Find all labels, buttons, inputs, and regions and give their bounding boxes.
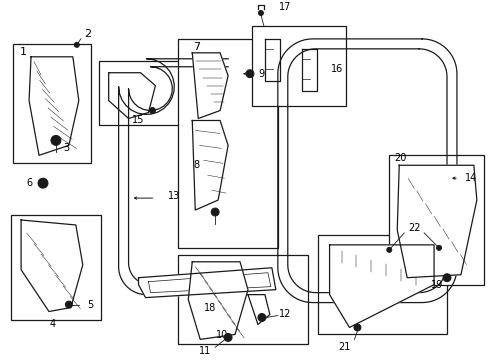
- Circle shape: [51, 135, 61, 145]
- Circle shape: [355, 326, 358, 329]
- Bar: [99, 61, 180, 126]
- Polygon shape: [192, 53, 227, 118]
- Text: 15: 15: [132, 116, 144, 126]
- Text: 5: 5: [87, 300, 94, 310]
- Text: 16: 16: [331, 64, 343, 74]
- Circle shape: [211, 208, 219, 216]
- Circle shape: [386, 247, 391, 252]
- Bar: [178, 255, 307, 345]
- Text: 19: 19: [430, 280, 443, 290]
- Text: 4: 4: [50, 319, 56, 329]
- Text: 10: 10: [216, 330, 228, 341]
- Circle shape: [436, 246, 441, 250]
- Text: 6: 6: [26, 178, 32, 188]
- Text: 8: 8: [193, 160, 199, 170]
- Circle shape: [54, 138, 58, 142]
- Polygon shape: [396, 165, 476, 278]
- Text: 17: 17: [278, 2, 290, 12]
- Bar: [388, 155, 483, 285]
- Circle shape: [65, 301, 72, 308]
- Bar: [178, 39, 277, 248]
- Polygon shape: [192, 121, 227, 210]
- Polygon shape: [329, 245, 433, 328]
- Circle shape: [257, 314, 265, 321]
- Text: 11: 11: [199, 346, 211, 356]
- Bar: [13, 44, 91, 163]
- Circle shape: [74, 42, 79, 48]
- Text: 3: 3: [62, 143, 69, 153]
- Circle shape: [442, 274, 450, 282]
- Circle shape: [149, 108, 155, 113]
- Text: 2: 2: [84, 29, 91, 39]
- Text: 20: 20: [393, 153, 406, 163]
- Circle shape: [353, 324, 360, 331]
- Text: 7: 7: [192, 42, 200, 52]
- Text: 22: 22: [407, 223, 420, 233]
- Text: 9: 9: [258, 69, 264, 79]
- Polygon shape: [188, 262, 247, 339]
- Polygon shape: [29, 57, 79, 155]
- Circle shape: [245, 70, 253, 78]
- Circle shape: [41, 181, 45, 185]
- Text: 14: 14: [464, 173, 476, 183]
- Bar: [317, 235, 446, 334]
- Bar: [251, 26, 346, 105]
- Polygon shape: [138, 268, 275, 298]
- Text: 21: 21: [338, 342, 350, 352]
- Text: 12: 12: [278, 309, 290, 319]
- Circle shape: [224, 333, 232, 341]
- Bar: [11, 215, 101, 320]
- Polygon shape: [21, 220, 82, 311]
- Text: 13: 13: [168, 191, 180, 201]
- Circle shape: [258, 10, 263, 15]
- Circle shape: [38, 178, 48, 188]
- Text: 1: 1: [20, 47, 26, 57]
- Text: 18: 18: [203, 302, 216, 312]
